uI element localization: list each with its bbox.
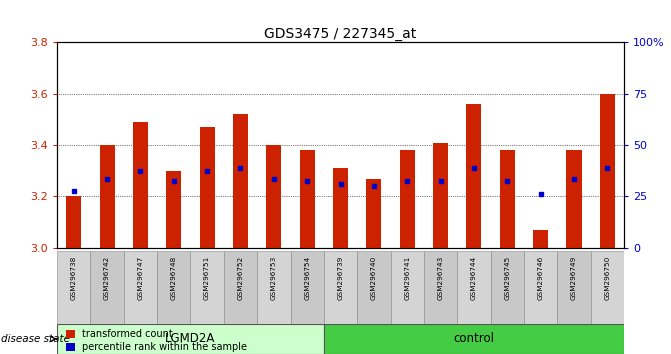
FancyBboxPatch shape <box>558 251 590 329</box>
Bar <box>533 230 548 248</box>
Text: GSM296754: GSM296754 <box>304 256 310 300</box>
Text: GSM296753: GSM296753 <box>271 256 277 300</box>
Text: LGMD2A: LGMD2A <box>165 332 215 346</box>
Bar <box>300 150 315 248</box>
Bar <box>266 145 281 248</box>
Text: GSM296744: GSM296744 <box>471 256 477 300</box>
Bar <box>166 171 181 248</box>
FancyBboxPatch shape <box>191 251 224 329</box>
Text: GSM296747: GSM296747 <box>138 256 144 300</box>
Text: GSM296751: GSM296751 <box>204 256 210 300</box>
Text: control: control <box>454 332 495 346</box>
Text: GSM296738: GSM296738 <box>70 256 76 300</box>
Text: GSM296743: GSM296743 <box>437 256 444 300</box>
FancyBboxPatch shape <box>457 251 491 329</box>
FancyBboxPatch shape <box>157 251 191 329</box>
Text: GSM296746: GSM296746 <box>537 256 544 300</box>
Text: GSM296745: GSM296745 <box>505 256 511 300</box>
Bar <box>366 178 381 248</box>
Text: GSM296752: GSM296752 <box>238 256 244 300</box>
FancyBboxPatch shape <box>590 251 624 329</box>
FancyBboxPatch shape <box>57 324 324 354</box>
Bar <box>199 127 215 248</box>
Text: GSM296749: GSM296749 <box>571 256 577 300</box>
Text: GSM296750: GSM296750 <box>605 256 611 300</box>
Bar <box>433 143 448 248</box>
FancyBboxPatch shape <box>324 251 357 329</box>
FancyBboxPatch shape <box>224 251 257 329</box>
Bar <box>66 196 81 248</box>
Bar <box>400 150 415 248</box>
Bar <box>99 145 115 248</box>
Bar <box>333 168 348 248</box>
Bar <box>133 122 148 248</box>
Legend: transformed count, percentile rank within the sample: transformed count, percentile rank withi… <box>62 326 251 354</box>
FancyBboxPatch shape <box>357 251 391 329</box>
Title: GDS3475 / 227345_at: GDS3475 / 227345_at <box>264 28 417 41</box>
FancyBboxPatch shape <box>391 251 424 329</box>
Bar <box>466 104 482 248</box>
FancyBboxPatch shape <box>257 251 291 329</box>
FancyBboxPatch shape <box>491 251 524 329</box>
FancyBboxPatch shape <box>123 251 157 329</box>
FancyBboxPatch shape <box>91 251 123 329</box>
Text: disease state: disease state <box>1 334 70 344</box>
FancyBboxPatch shape <box>524 251 558 329</box>
Text: GSM296740: GSM296740 <box>371 256 377 300</box>
FancyBboxPatch shape <box>424 251 457 329</box>
FancyBboxPatch shape <box>291 251 324 329</box>
FancyBboxPatch shape <box>57 251 91 329</box>
Bar <box>233 114 248 248</box>
Bar <box>600 94 615 248</box>
FancyBboxPatch shape <box>324 324 624 354</box>
Text: GSM296748: GSM296748 <box>170 256 176 300</box>
Bar <box>500 150 515 248</box>
Text: GSM296742: GSM296742 <box>104 256 110 300</box>
Text: GSM296739: GSM296739 <box>338 256 344 300</box>
Text: GSM296741: GSM296741 <box>404 256 410 300</box>
Bar <box>566 150 582 248</box>
